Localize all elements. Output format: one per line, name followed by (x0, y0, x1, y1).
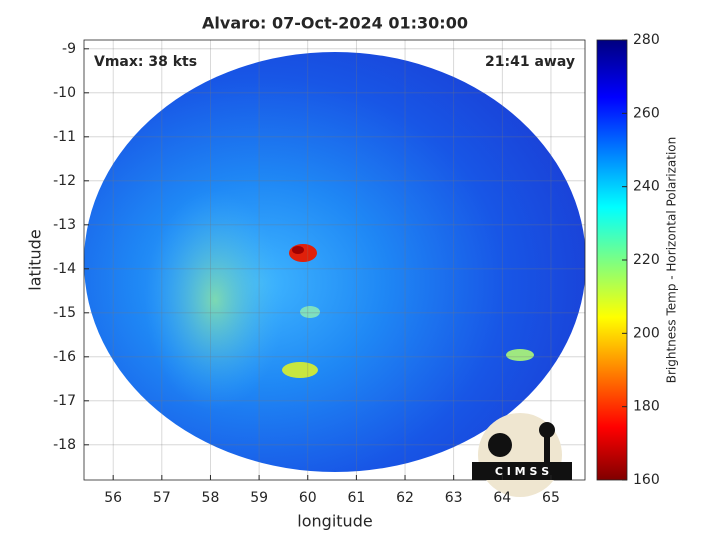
y-axis-label: latitude (26, 229, 45, 290)
colorbar-label: Brightness Temp - Horizontal Polarizatio… (665, 137, 679, 384)
storm-core (292, 246, 304, 254)
x-tick-label: 60 (299, 490, 317, 506)
plot-area (84, 40, 585, 480)
colorbar-tick-label: 180 (633, 399, 660, 415)
chart-title: Alvaro: 07-Oct-2024 01:30:00 (202, 14, 468, 33)
x-tick-label: 57 (153, 490, 171, 506)
y-tick-label: -17 (53, 393, 76, 409)
colorbar-tick-label: 280 (633, 32, 660, 48)
y-tick-label: -18 (53, 437, 76, 453)
x-tick-label: 64 (493, 490, 511, 506)
y-tick-label: -15 (53, 305, 76, 321)
colorbar-tick-label: 240 (633, 179, 660, 195)
logo: C I M S S (472, 413, 572, 497)
y-tick-label: -10 (53, 85, 76, 101)
y-tick-label: -13 (53, 217, 76, 233)
x-tick-label: 58 (202, 490, 220, 506)
x-tick-label: 59 (250, 490, 268, 506)
y-tick-label: -9 (62, 41, 76, 57)
annotation: Vmax: 38 kts (94, 54, 197, 70)
x-tick-label: 63 (445, 490, 463, 506)
annotation: 21:41 away (485, 54, 575, 70)
x-tick-label: 65 (542, 490, 560, 506)
y-tick-label: -11 (53, 129, 76, 145)
x-tick-label: 56 (104, 490, 122, 506)
x-tick-label: 62 (396, 490, 414, 506)
x-tick-label: 61 (347, 490, 365, 506)
logo-text: C I M S S (495, 465, 549, 478)
rain-band (300, 306, 320, 318)
storm-core (289, 244, 317, 262)
warm-region (145, 190, 285, 410)
colorbar-tick-label: 160 (633, 472, 660, 488)
y-tick-label: -14 (53, 261, 76, 277)
x-axis-label: longitude (297, 512, 372, 531)
colorbar-tick-label: 260 (633, 105, 660, 121)
plot-frame (83, 39, 586, 481)
y-tick-label: -12 (53, 173, 76, 189)
colorbar-tick-label: 220 (633, 252, 660, 268)
y-tick-label: -16 (53, 349, 76, 365)
rain-band (506, 349, 534, 361)
rain-band (282, 362, 318, 378)
colorbar-tick-label: 200 (633, 325, 660, 341)
